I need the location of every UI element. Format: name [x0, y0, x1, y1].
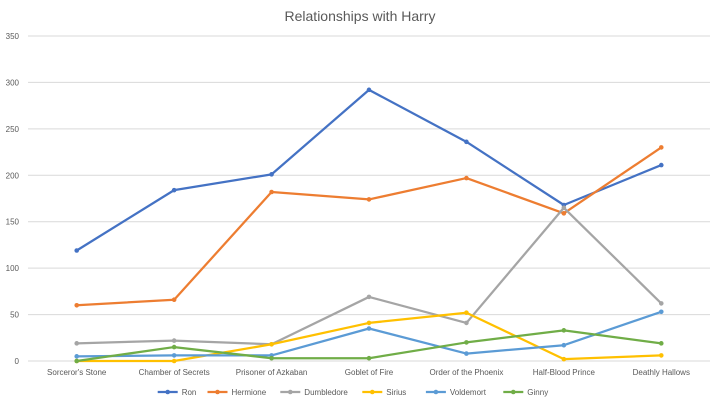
legend-label: Ginny — [527, 388, 548, 397]
data-point — [658, 341, 664, 346]
legend-marker — [165, 389, 170, 395]
data-point — [269, 341, 274, 347]
data-point — [171, 338, 177, 343]
series-voldemort — [74, 309, 664, 359]
legend-item: Dumbledore — [280, 388, 348, 397]
legend-item: Ron — [157, 388, 197, 397]
data-point — [658, 353, 664, 358]
data-point — [171, 344, 177, 350]
legend-item: Ginny — [503, 388, 548, 397]
gridlines — [28, 35, 710, 362]
series-line — [75, 310, 663, 358]
legend-label: Hermione — [232, 388, 267, 397]
y-tick-label: 200 — [6, 171, 20, 180]
legend-item: Voldemort — [425, 388, 487, 397]
data-point — [366, 326, 372, 331]
data-point — [464, 320, 469, 326]
x-tick-label: Half-Blood Prince — [533, 368, 596, 377]
y-axis-ticks: 0 50 100 150 200 250 300 350 — [6, 32, 20, 366]
data-point — [658, 309, 664, 315]
y-tick-label: 150 — [6, 218, 20, 227]
legend-marker — [288, 389, 293, 395]
x-axis-ticks: Sorceror's Stone Chamber of Secrets Prison… — [47, 368, 690, 377]
legend-label: Ron — [182, 388, 197, 397]
data-point — [366, 355, 372, 361]
data-point — [464, 310, 469, 316]
data-point — [74, 341, 80, 346]
legend-marker — [215, 389, 220, 395]
y-tick-label: 50 — [10, 311, 19, 320]
data-point — [74, 354, 80, 359]
data-point — [269, 172, 274, 177]
x-tick-label: Goblet of Fire — [345, 368, 394, 377]
data-point — [658, 145, 664, 150]
series-line — [75, 311, 663, 363]
series-line — [75, 146, 663, 307]
series-ron — [74, 87, 664, 253]
series-ginny — [74, 328, 664, 364]
y-tick-label: 350 — [6, 32, 20, 41]
series-dumbledore — [74, 205, 664, 347]
data-point — [464, 175, 469, 181]
legend-label: Dumbledore — [304, 388, 348, 397]
chart-title: Relationships with Harry — [285, 8, 436, 24]
data-point — [366, 320, 372, 326]
data-point — [464, 139, 469, 145]
legend-marker — [370, 389, 375, 395]
x-tick-label: Chamber of Secrets — [139, 368, 210, 377]
data-point — [658, 301, 664, 306]
x-tick-label: Prisoner of Azkaban — [236, 368, 308, 377]
data-point — [561, 205, 567, 211]
data-point — [171, 187, 177, 193]
legend-label: Sirius — [386, 388, 406, 397]
legend-item: Hermione — [207, 388, 267, 397]
y-tick-label: 300 — [6, 78, 20, 87]
legend-item: Sirius — [362, 388, 406, 397]
legend: Ron Hermione Dumbledore Sirius Voldemort Ginn… — [157, 388, 548, 397]
x-tick-label: Sorceror's Stone — [47, 368, 107, 377]
data-point — [74, 358, 80, 364]
data-point — [561, 328, 567, 333]
data-point — [171, 353, 177, 358]
legend-label: Voldemort — [450, 388, 487, 397]
data-point — [74, 302, 80, 308]
data-point — [269, 355, 274, 361]
y-tick-label: 100 — [6, 264, 20, 273]
data-point — [561, 356, 567, 362]
y-tick-label: 0 — [15, 357, 20, 366]
legend-marker — [511, 389, 516, 395]
legend-marker — [433, 389, 439, 395]
series-lines — [74, 87, 664, 364]
data-point — [366, 87, 372, 93]
series-hermione — [74, 145, 664, 308]
x-tick-label: Deathly Hallows — [633, 368, 690, 377]
x-tick-label: Order of the Phoenix — [430, 368, 504, 377]
data-point — [74, 248, 80, 253]
data-point — [561, 342, 567, 348]
y-tick-label: 250 — [6, 125, 20, 134]
series-line — [75, 88, 663, 252]
data-point — [658, 162, 664, 168]
data-point — [366, 197, 372, 202]
data-point — [269, 189, 274, 195]
data-point — [171, 358, 177, 364]
data-point — [366, 294, 372, 300]
data-point — [464, 340, 469, 345]
data-point — [171, 297, 177, 303]
data-point — [561, 211, 567, 216]
data-point — [464, 351, 469, 356]
